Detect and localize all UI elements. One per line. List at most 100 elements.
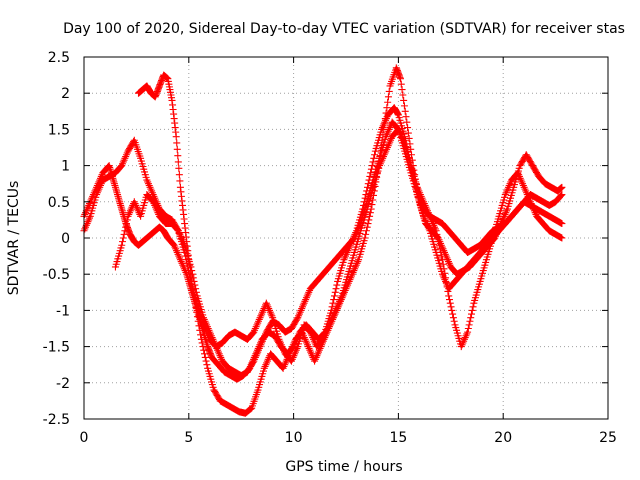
data-point	[397, 80, 405, 88]
data-point	[173, 139, 181, 147]
data-point	[442, 274, 450, 282]
data-point	[439, 260, 447, 268]
data-point	[381, 115, 389, 123]
data-point	[402, 113, 410, 121]
data-point	[172, 133, 180, 141]
data-point	[467, 314, 475, 322]
data-point	[408, 156, 416, 164]
data-point	[404, 129, 412, 137]
data-point	[399, 91, 407, 99]
data-point	[401, 107, 409, 115]
data-point	[195, 322, 203, 330]
data-point	[467, 310, 475, 318]
data-point	[174, 152, 182, 160]
x-tick-label: 15	[389, 430, 407, 446]
data-point	[368, 162, 376, 170]
data-point	[191, 281, 199, 289]
series-track-3	[134, 64, 566, 417]
data-point	[363, 223, 371, 231]
y-tick-label: 1.5	[48, 122, 70, 138]
series-track-2	[80, 125, 566, 365]
data-layer	[80, 64, 566, 417]
data-point	[187, 263, 195, 271]
data-point	[193, 313, 201, 321]
data-point	[188, 270, 196, 278]
data-point	[381, 120, 389, 128]
data-point	[450, 317, 458, 325]
data-point	[189, 274, 197, 282]
data-point	[449, 310, 457, 318]
data-point	[466, 317, 474, 325]
data-point	[468, 306, 476, 314]
data-point	[196, 326, 204, 334]
x-tick-label: 0	[80, 430, 89, 446]
x-axis-title: GPS time / hours	[285, 459, 402, 475]
grid-layer	[84, 57, 608, 419]
data-point	[192, 304, 200, 312]
data-point	[400, 102, 408, 110]
y-tick-label: -1.5	[43, 340, 70, 356]
y-tick-label: 2	[61, 86, 70, 102]
data-point	[247, 405, 255, 413]
chart-title: Day 100 of 2020, Sidereal Day-to-day VTE…	[63, 21, 625, 37]
data-point	[330, 292, 338, 300]
data-point	[448, 306, 456, 314]
x-tick-label: 20	[494, 430, 512, 446]
data-point	[405, 134, 413, 142]
data-point	[188, 267, 196, 275]
data-point	[441, 269, 449, 277]
data-point	[364, 220, 372, 228]
data-point	[384, 93, 392, 101]
data-point	[332, 285, 340, 293]
data-point	[366, 212, 374, 220]
data-point	[192, 285, 200, 293]
data-point	[192, 288, 200, 296]
data-point	[369, 158, 377, 166]
plot-frame	[83, 56, 609, 420]
y-tick-label: 0.5	[48, 195, 70, 211]
y-tick-label: -2.5	[43, 412, 70, 428]
data-point	[121, 227, 129, 235]
data-point	[403, 118, 411, 126]
data-point	[558, 220, 566, 228]
y-axis-title: SDTVAR / TECUs	[6, 181, 22, 296]
data-point	[361, 234, 369, 242]
data-point	[444, 287, 452, 295]
data-point	[408, 151, 415, 159]
data-point	[469, 303, 477, 311]
data-point	[190, 277, 198, 285]
series-track-4	[111, 118, 566, 380]
data-point	[371, 182, 379, 190]
data-point	[203, 361, 211, 369]
data-point	[384, 98, 392, 106]
data-point	[194, 317, 202, 325]
data-point	[198, 339, 206, 347]
data-point	[293, 315, 301, 323]
data-point	[246, 405, 254, 413]
data-point	[443, 283, 451, 291]
data-point	[382, 109, 390, 117]
y-tick-label: -0.5	[43, 267, 70, 283]
data-point	[366, 172, 374, 180]
data-point	[201, 353, 209, 361]
data-point	[366, 209, 374, 217]
data-point	[119, 238, 127, 246]
data-point	[558, 191, 566, 199]
data-point	[118, 241, 126, 249]
data-point	[330, 296, 338, 304]
y-tick-label: 0	[61, 231, 70, 247]
data-point	[449, 314, 457, 322]
data-point	[385, 87, 393, 95]
data-point	[557, 191, 565, 199]
data-point	[464, 325, 472, 332]
x-tick-label: 25	[599, 430, 617, 446]
data-point	[197, 335, 205, 343]
data-point	[396, 75, 404, 83]
data-point	[191, 299, 199, 307]
data-point	[362, 227, 370, 235]
data-point	[333, 281, 341, 289]
y-tick-label: -2	[56, 376, 70, 392]
data-point	[400, 96, 408, 104]
